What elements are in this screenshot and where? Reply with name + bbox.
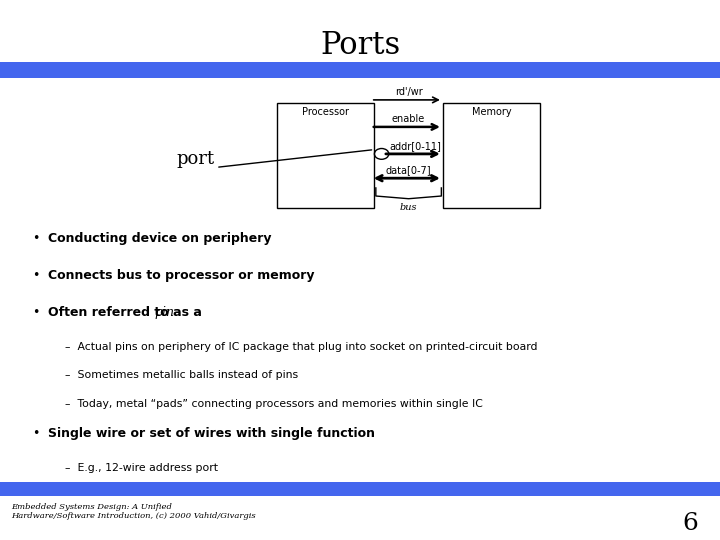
- Text: •: •: [32, 427, 40, 440]
- Text: Memory: Memory: [472, 107, 511, 117]
- Text: Often referred to as a: Often referred to as a: [48, 306, 207, 319]
- Text: rd'/wr: rd'/wr: [395, 86, 423, 97]
- Text: Connects bus to processor or memory: Connects bus to processor or memory: [48, 269, 315, 282]
- Text: •: •: [32, 232, 40, 245]
- Text: –  Today, metal “pads” connecting processors and memories within single IC: – Today, metal “pads” connecting process…: [65, 399, 482, 409]
- Text: •: •: [32, 269, 40, 282]
- Text: Conducting device on periphery: Conducting device on periphery: [48, 232, 271, 245]
- Text: data[0-7]: data[0-7]: [386, 165, 431, 175]
- Text: port: port: [176, 150, 215, 168]
- Text: –  Actual pins on periphery of IC package that plug into socket on printed-circu: – Actual pins on periphery of IC package…: [65, 342, 537, 353]
- Bar: [0, 482, 720, 496]
- Bar: [443, 103, 540, 208]
- Text: •: •: [32, 306, 40, 319]
- Text: Embedded Systems Design: A Unified
Hardware/Software Introduction, (c) 2000 Vahi: Embedded Systems Design: A Unified Hardw…: [11, 503, 256, 521]
- Text: Processor: Processor: [302, 107, 349, 117]
- Bar: [0, 62, 720, 78]
- Text: 6: 6: [683, 512, 698, 535]
- Bar: [277, 103, 374, 208]
- Text: bus: bus: [400, 203, 418, 212]
- Text: Ports: Ports: [320, 30, 400, 60]
- Text: addr[0-11]: addr[0-11]: [390, 140, 442, 151]
- Text: Single wire or set of wires with single function: Single wire or set of wires with single …: [48, 427, 375, 440]
- Text: enable: enable: [392, 113, 426, 124]
- Text: –  Sometimes metallic balls instead of pins: – Sometimes metallic balls instead of pi…: [65, 370, 298, 381]
- Text: pin: pin: [155, 306, 175, 319]
- Text: –  E.g., 12-wire address port: – E.g., 12-wire address port: [65, 463, 218, 474]
